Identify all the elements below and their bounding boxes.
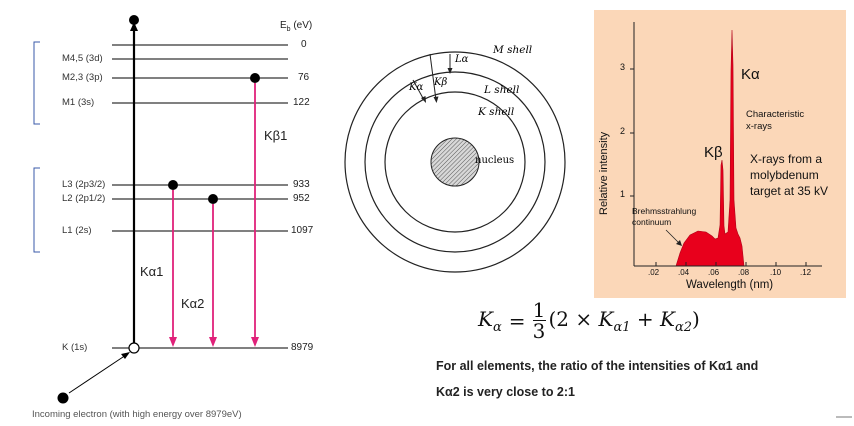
ka1-arrowhead [169, 337, 177, 347]
ka-shell-label: Kα [409, 82, 424, 93]
m-shell-bracket [33, 41, 40, 125]
nucleus [430, 137, 480, 187]
spectrum-plot [630, 22, 822, 267]
kb-arrowhead [433, 96, 439, 103]
peak-ka-label: Kα [741, 66, 760, 83]
shell-rings [344, 51, 566, 273]
level-value-l3: 933 [293, 179, 310, 190]
y-tick-label-1: 1 [620, 189, 626, 199]
formula-equals: = [508, 308, 526, 333]
ejected-electron [129, 15, 139, 25]
x-tick-label-06: .06 [708, 268, 720, 277]
x-tick-label-02: .02 [648, 268, 660, 277]
target-line3: target at 35 kV [750, 184, 829, 198]
x-tick-label-12: .12 [800, 268, 812, 277]
formula-fraction: 1 3 [532, 298, 546, 343]
level-value-m23: 76 [298, 72, 310, 83]
x-tick-label-08: .08 [738, 268, 750, 277]
y-tick-label-2: 2 [620, 126, 626, 136]
k-vacancy [128, 342, 140, 354]
ka2-electron [208, 194, 218, 204]
ka2-label: Kα2 [181, 296, 205, 311]
kb-shell-label: Kβ [434, 77, 448, 88]
level-name-l3: L3 (2p3/2) [62, 179, 106, 190]
level-name-m23: M2,3 (3p) [62, 72, 103, 83]
continuum-line2: continuum [632, 217, 672, 227]
corner-divider [836, 416, 852, 418]
incoming-electron [57, 392, 69, 404]
l-shell-ring [364, 71, 546, 253]
kb1-arrowhead [251, 337, 259, 347]
la-arrowhead [447, 68, 453, 74]
energy-level-lines [33, 15, 288, 404]
level-name-l1: L1 (2s) [62, 225, 92, 236]
ka-arrow [412, 79, 425, 101]
x-tick-label-10: .10 [770, 268, 782, 277]
nucleus-label: nucleus [475, 155, 515, 166]
level-value-0: 0 [301, 39, 307, 50]
formula-numerator: 1 [532, 298, 546, 322]
characteristic-line1: Characteristic [746, 109, 805, 120]
intensity-formula: Kα = 1 3 (2 × Kα1 + Kα2) [478, 300, 700, 341]
continuum-arrowhead [676, 240, 682, 246]
ka1-label: Kα1 [140, 264, 164, 279]
x-tick-label-04: .04 [678, 268, 690, 277]
kb-arrow [429, 53, 437, 101]
ka2-arrowhead [209, 337, 217, 347]
note-line2: Kα2 is very close to 2:1 [436, 385, 576, 399]
formula-denominator: 3 [532, 319, 546, 343]
l-shell-label: L shell [484, 84, 520, 96]
incoming-electron-caption: Incoming electron (with high energy over… [32, 409, 242, 420]
incoming-arrow [68, 354, 127, 394]
m-shell-label: M shell [493, 44, 533, 56]
characteristic-line2: x-rays [746, 121, 772, 132]
level-value-l2: 952 [293, 193, 310, 204]
continuum-line1: Brehmsstrahlung [632, 206, 697, 216]
la-label: Lα [455, 54, 469, 65]
spectrum-xlabel: Wavelength (nm) [686, 279, 774, 291]
kb1-electron [250, 73, 260, 83]
incoming-arrowhead [121, 352, 130, 359]
ka-arrowhead [421, 96, 426, 103]
m-shell-ring [344, 51, 566, 273]
continuum-arrow [665, 229, 681, 245]
spectrum-panel: Relative intensity 1 2 3 .02 .04 .06 .08… [594, 10, 846, 298]
energy-axis-title: Eb (eV) [280, 20, 313, 33]
target-line2: molybdenum [750, 168, 819, 182]
l-shell-bracket [33, 167, 40, 253]
spectrum-ylabel: Relative intensity [598, 131, 610, 215]
formula-lhs: Kα [478, 306, 502, 335]
level-name-m45: M4,5 (3d) [62, 53, 103, 64]
level-name-l2: L2 (2p1/2) [62, 193, 106, 204]
target-line1: X-rays from a [750, 152, 823, 166]
ka1-electron [168, 180, 178, 190]
level-name-m1: M1 (3s) [62, 97, 95, 108]
level-value-l1: 1097 [291, 225, 314, 236]
k-shell-label: K shell [478, 106, 515, 118]
level-value-m1: 122 [293, 97, 310, 108]
ejection-arrowhead [130, 22, 138, 31]
level-name-k: K (1s) [62, 342, 88, 353]
formula-body: (2 × Kα1 + Kα2) [548, 306, 700, 335]
peak-kb-label: Kβ [704, 144, 723, 161]
k-shell-ring [384, 91, 526, 233]
level-value-k: 8979 [291, 342, 314, 353]
kb1-label: Kβ1 [264, 128, 288, 143]
spectrum-curve [675, 29, 745, 267]
y-tick-label-3: 3 [620, 62, 626, 72]
note-line1: For all elements, the ratio of the inten… [436, 359, 759, 373]
